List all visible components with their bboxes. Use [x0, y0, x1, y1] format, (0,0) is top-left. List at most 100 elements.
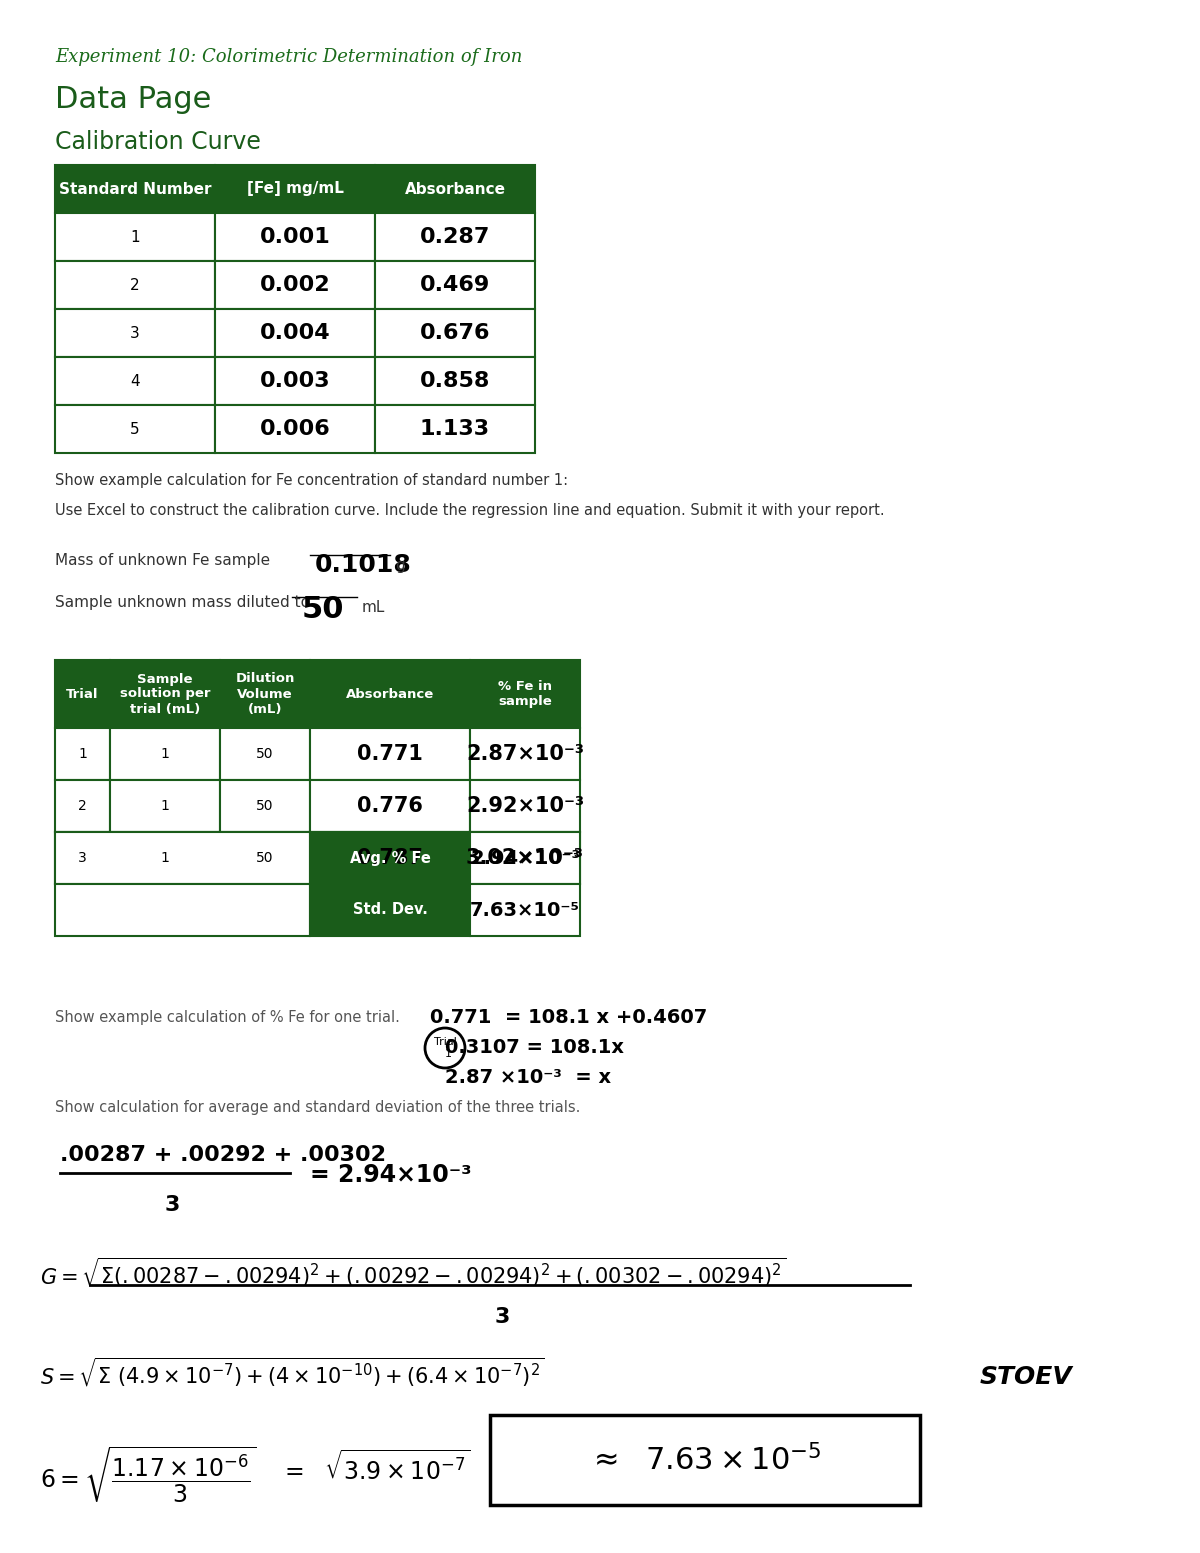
Text: 1: 1 — [130, 230, 140, 244]
Text: 1.133: 1.133 — [420, 419, 490, 439]
Text: Sample
solution per
trial (mL): Sample solution per trial (mL) — [120, 672, 210, 716]
Text: $\approx\ \ 7.63 \times 10^{-5}$: $\approx\ \ 7.63 \times 10^{-5}$ — [588, 1444, 822, 1477]
FancyBboxPatch shape — [374, 213, 535, 261]
FancyBboxPatch shape — [215, 165, 374, 213]
Text: 4: 4 — [130, 374, 140, 388]
Text: 5: 5 — [130, 421, 140, 436]
Text: 50: 50 — [302, 595, 344, 624]
Text: 0.676: 0.676 — [420, 323, 491, 343]
Text: STOEV: STOEV — [980, 1365, 1073, 1388]
Text: Mass of unknown Fe sample: Mass of unknown Fe sample — [55, 553, 270, 568]
Text: Calibration Curve: Calibration Curve — [55, 130, 260, 154]
Text: Absorbance: Absorbance — [346, 688, 434, 700]
Text: 3.02×10⁻³: 3.02×10⁻³ — [466, 848, 584, 868]
Text: 2.94×10⁻³: 2.94×10⁻³ — [470, 848, 580, 868]
Text: Avg. % Fe: Avg. % Fe — [349, 851, 431, 865]
Text: 0.787: 0.787 — [358, 848, 422, 868]
Text: 50: 50 — [257, 798, 274, 814]
Text: Absorbance: Absorbance — [404, 182, 505, 197]
Text: [Fe] mg/mL: [Fe] mg/mL — [246, 182, 343, 197]
FancyBboxPatch shape — [55, 165, 215, 213]
Text: 0.776: 0.776 — [358, 797, 422, 815]
FancyBboxPatch shape — [220, 728, 310, 780]
FancyBboxPatch shape — [215, 357, 374, 405]
Text: Dilution
Volume
(mL): Dilution Volume (mL) — [235, 672, 295, 716]
Text: 0.771: 0.771 — [358, 744, 422, 764]
FancyBboxPatch shape — [110, 832, 220, 884]
Text: 0.004: 0.004 — [259, 323, 330, 343]
Text: 1: 1 — [161, 851, 169, 865]
Text: 0.771  = 108.1 x +0.4607: 0.771 = 108.1 x +0.4607 — [430, 1008, 707, 1027]
FancyBboxPatch shape — [55, 832, 110, 884]
Text: % Fe in
sample: % Fe in sample — [498, 680, 552, 708]
Text: 2.87 ×10⁻³  = x: 2.87 ×10⁻³ = x — [445, 1068, 611, 1087]
Text: 2.87×10⁻³: 2.87×10⁻³ — [466, 744, 584, 764]
FancyBboxPatch shape — [55, 405, 215, 453]
Text: 1: 1 — [161, 747, 169, 761]
Text: 1: 1 — [78, 747, 86, 761]
Text: 0.858: 0.858 — [420, 371, 490, 391]
Text: .00287 + .00292 + .00302: .00287 + .00292 + .00302 — [60, 1145, 386, 1165]
FancyBboxPatch shape — [55, 309, 215, 357]
FancyBboxPatch shape — [55, 261, 215, 309]
Text: 0.001: 0.001 — [259, 227, 330, 247]
FancyBboxPatch shape — [215, 405, 374, 453]
Text: $=\ \ \sqrt{3.9\times10^{-7}}$: $=\ \ \sqrt{3.9\times10^{-7}}$ — [280, 1451, 470, 1485]
Text: 50: 50 — [257, 747, 274, 761]
Text: 3: 3 — [130, 326, 140, 340]
FancyBboxPatch shape — [374, 261, 535, 309]
FancyBboxPatch shape — [470, 832, 580, 884]
Text: Show example calculation for Fe concentration of standard number 1:: Show example calculation for Fe concentr… — [55, 474, 568, 488]
Text: 2.92×10⁻³: 2.92×10⁻³ — [466, 797, 584, 815]
FancyBboxPatch shape — [55, 357, 215, 405]
FancyBboxPatch shape — [110, 660, 220, 728]
FancyBboxPatch shape — [470, 832, 580, 884]
Text: 3: 3 — [166, 1194, 180, 1214]
FancyBboxPatch shape — [55, 780, 110, 832]
FancyBboxPatch shape — [55, 660, 110, 728]
FancyBboxPatch shape — [310, 832, 470, 884]
FancyBboxPatch shape — [490, 1415, 920, 1505]
Text: Show calculation for average and standard deviation of the three trials.: Show calculation for average and standar… — [55, 1100, 581, 1115]
Text: 0.006: 0.006 — [259, 419, 330, 439]
FancyBboxPatch shape — [374, 309, 535, 357]
Text: g: g — [395, 558, 404, 573]
FancyBboxPatch shape — [310, 660, 470, 728]
Text: Trial
  1: Trial 1 — [433, 1037, 456, 1059]
FancyBboxPatch shape — [470, 780, 580, 832]
Text: $6=\sqrt{\dfrac{1.17\times10^{-6}}{3}}$: $6=\sqrt{\dfrac{1.17\times10^{-6}}{3}}$ — [40, 1444, 257, 1505]
Text: 3: 3 — [78, 851, 86, 865]
FancyBboxPatch shape — [374, 405, 535, 453]
Text: Sample unknown mass diluted to: Sample unknown mass diluted to — [55, 595, 310, 610]
Text: $G = \sqrt{\Sigma(.00287-.00294)^2 + (.00292-.00294)^2 + (.00302-.00294)^2}$: $G = \sqrt{\Sigma(.00287-.00294)^2 + (.0… — [40, 1255, 786, 1289]
Text: 2: 2 — [130, 278, 140, 292]
FancyBboxPatch shape — [215, 309, 374, 357]
Text: Standard Number: Standard Number — [59, 182, 211, 197]
Text: Experiment 10: Colorimetric Determination of Iron: Experiment 10: Colorimetric Determinatio… — [55, 48, 522, 65]
FancyBboxPatch shape — [310, 780, 470, 832]
Text: 0.469: 0.469 — [420, 275, 490, 295]
Text: 0.3107 = 108.1x: 0.3107 = 108.1x — [445, 1037, 624, 1058]
FancyBboxPatch shape — [110, 728, 220, 780]
Text: 7.63×10⁻⁵: 7.63×10⁻⁵ — [470, 901, 580, 919]
Text: = 2.94×10⁻³: = 2.94×10⁻³ — [310, 1163, 472, 1186]
FancyBboxPatch shape — [55, 832, 310, 884]
Text: Std. Dev.: Std. Dev. — [353, 902, 427, 918]
FancyBboxPatch shape — [55, 884, 310, 936]
Text: 0.003: 0.003 — [259, 371, 330, 391]
FancyBboxPatch shape — [470, 884, 580, 936]
FancyBboxPatch shape — [374, 357, 535, 405]
FancyBboxPatch shape — [220, 780, 310, 832]
FancyBboxPatch shape — [310, 728, 470, 780]
Text: 2: 2 — [78, 798, 86, 814]
Text: 3: 3 — [496, 1308, 510, 1326]
Text: $S= \sqrt{\Sigma\ (4.9\times10^{-7}) + (4\times10^{-10})+(6.4\times10^{-7})^2}$: $S= \sqrt{\Sigma\ (4.9\times10^{-7}) + (… — [40, 1356, 545, 1388]
Text: Trial: Trial — [66, 688, 98, 700]
FancyBboxPatch shape — [374, 165, 535, 213]
Text: 1: 1 — [161, 798, 169, 814]
Text: 0.1018: 0.1018 — [314, 553, 412, 578]
Text: Data Page: Data Page — [55, 85, 211, 113]
Text: 0.002: 0.002 — [259, 275, 330, 295]
FancyBboxPatch shape — [220, 832, 310, 884]
FancyBboxPatch shape — [215, 213, 374, 261]
